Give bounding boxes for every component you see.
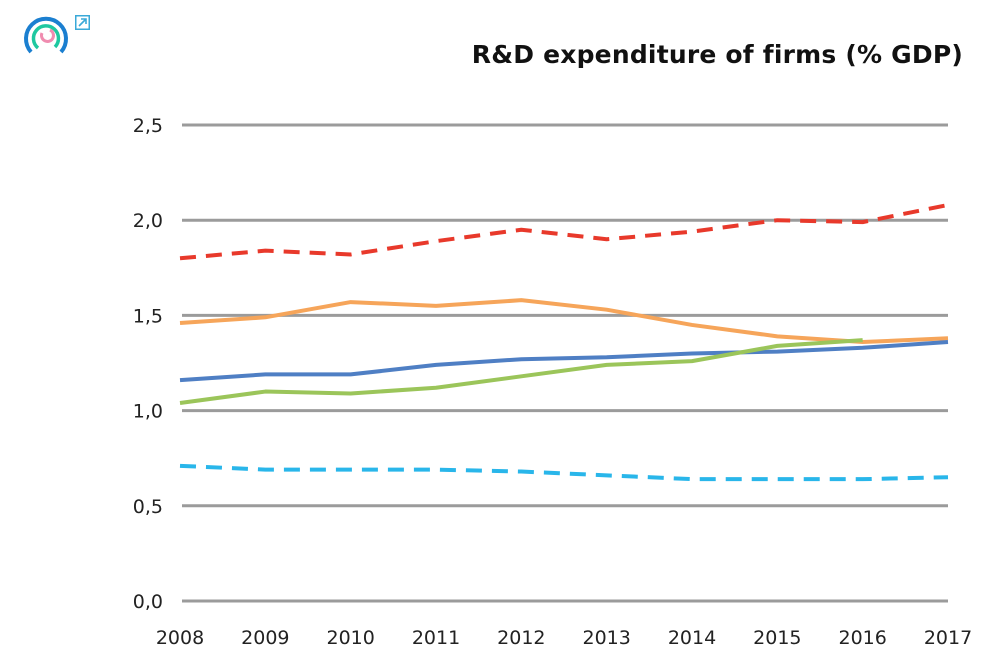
- logo-inner-arc: [40, 28, 55, 43]
- series-line-5: [179, 463, 949, 482]
- logo: [24, 16, 68, 54]
- y-tick-label: 0,5: [133, 496, 163, 518]
- x-tick-label: 2008: [156, 627, 204, 649]
- x-tick-label: 2012: [497, 627, 545, 649]
- series-line-1: [179, 203, 949, 261]
- logo-outer-arc: [24, 16, 68, 54]
- series-line-4: [179, 338, 863, 405]
- y-tick-label: 0,0: [133, 591, 163, 613]
- x-tick-label: 2014: [668, 627, 716, 649]
- x-tick-label: 2016: [838, 627, 886, 649]
- y-tick-label: 2,0: [133, 210, 163, 232]
- x-tick-label: 2015: [753, 627, 801, 649]
- x-tick-label: 2017: [924, 627, 972, 649]
- x-tick-label: 2011: [412, 627, 460, 649]
- x-tick-label: 2010: [326, 627, 374, 649]
- series-line-2: [179, 298, 949, 345]
- logo-middle-arc: [31, 24, 61, 50]
- y-tick-label: 2,5: [133, 115, 163, 137]
- x-tick-label: 2009: [241, 627, 289, 649]
- series-line-3: [179, 340, 949, 383]
- y-tick-label: 1,5: [133, 305, 163, 327]
- external-link-icon[interactable]: [75, 15, 90, 30]
- y-tick-label: 1,0: [133, 401, 163, 423]
- x-tick-label: 2013: [582, 627, 630, 649]
- chart-title: R&D expenditure of firms (% GDP): [471, 40, 963, 69]
